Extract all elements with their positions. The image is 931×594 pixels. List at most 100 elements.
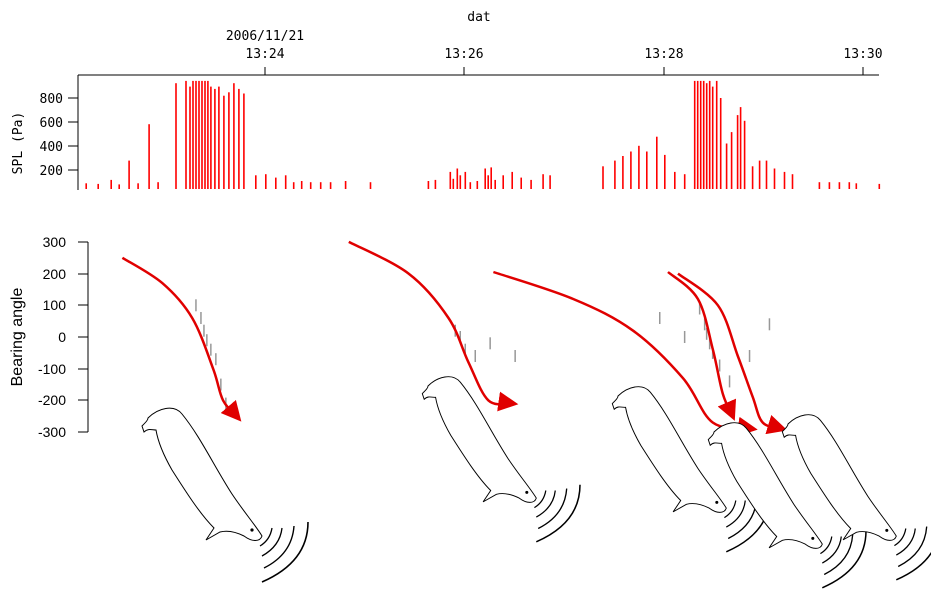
spl-bar: [464, 171, 467, 189]
spl-bar: [434, 179, 437, 189]
spl-bar: [664, 154, 666, 189]
spl-bar: [693, 80, 696, 189]
bearing-track-arrow: [121, 256, 242, 422]
spl-bar: [730, 132, 733, 189]
spl-bar: [85, 183, 87, 189]
spl-bar: [233, 83, 235, 189]
spl-bar: [175, 83, 177, 189]
spl-bar: [110, 179, 112, 189]
click-mark: [768, 318, 771, 331]
spl-bar: [319, 182, 322, 189]
spl-bar: [228, 92, 230, 189]
spl-bar: [683, 174, 686, 189]
spl-tick-800: 800: [40, 92, 63, 107]
spl-bar: [344, 181, 347, 189]
spl-bar: [711, 86, 714, 189]
spl-bar: [329, 182, 332, 189]
click-mark: [215, 353, 217, 366]
spl-tick-400: 400: [40, 140, 63, 155]
spl-bar: [736, 115, 739, 189]
spl-bar: [128, 160, 130, 189]
click-mark: [474, 350, 476, 362]
click-mark: [659, 312, 661, 324]
spl-bar: [210, 86, 212, 189]
spl-bar: [622, 156, 624, 189]
spl-bar: [878, 183, 881, 189]
spl-bar: [204, 80, 206, 189]
spl-bar: [848, 182, 851, 189]
spl-bar: [674, 171, 676, 189]
click-mark: [683, 331, 686, 343]
spl-bar: [614, 160, 616, 189]
spl-bar: [452, 178, 455, 189]
spl-bar: [549, 175, 551, 189]
bearing-tracks: [121, 240, 788, 437]
bearing-track-arrow: [492, 270, 758, 437]
spl-bar: [487, 175, 489, 189]
spl-bar: [243, 93, 245, 189]
spl-bar: [309, 182, 312, 189]
bearing-tick-minus300: -300: [38, 424, 66, 440]
spl-bars: [85, 80, 881, 190]
spl-bar: [198, 80, 200, 189]
spl-tick-600: 600: [40, 116, 63, 131]
spl-bar: [838, 182, 841, 189]
bearing-track-arrow: [667, 271, 737, 421]
click-mark: [698, 302, 701, 315]
spl-bar: [284, 175, 287, 189]
spl-bar: [765, 160, 768, 189]
bearing-y-ticks: [78, 241, 88, 433]
spl-bar: [696, 80, 699, 189]
bearing-tick-minus200: -200: [38, 392, 66, 408]
spl-y-label: SPL (Pa): [11, 112, 26, 175]
spl-bar: [646, 151, 648, 189]
click-mark: [514, 350, 516, 362]
spl-bar: [494, 179, 496, 189]
click-mark: [718, 359, 721, 372]
spl-bar: [218, 86, 220, 189]
spl-y-ticks: [68, 97, 78, 171]
spl-bar: [630, 151, 632, 189]
spl-bar: [207, 80, 209, 189]
spl-tick-200: 200: [40, 164, 63, 179]
spl-bar: [715, 80, 718, 189]
spl-bar: [602, 166, 604, 190]
spl-bar: [719, 98, 722, 189]
spl-bar: [490, 167, 492, 189]
spl-bar: [758, 160, 761, 189]
bearing-tick-100: 100: [43, 297, 67, 313]
spl-bar: [118, 184, 120, 189]
time-tick-label-1326: 13:26: [444, 47, 483, 62]
spl-bar: [459, 175, 462, 189]
porpoise-icon: [781, 413, 931, 581]
click-mark: [459, 331, 461, 343]
spl-bar: [157, 182, 159, 189]
spl-bar: [265, 174, 267, 189]
porpoise-icon: [421, 375, 581, 543]
spl-bar: [783, 171, 786, 189]
click-mark: [708, 337, 711, 350]
click-mark: [464, 343, 466, 356]
click-mark: [748, 350, 751, 362]
spl-bar: [369, 182, 372, 189]
spl-bar: [708, 80, 711, 189]
spl-bar: [255, 175, 257, 189]
spl-bar: [189, 86, 191, 189]
spl-bar: [702, 80, 705, 189]
click-mark: [220, 378, 222, 391]
bearing-track-arrow: [348, 240, 519, 412]
time-tick-label-1324: 13:24: [245, 47, 284, 62]
click-mark: [210, 343, 212, 356]
click-mark: [200, 312, 202, 324]
spl-bar: [223, 95, 225, 189]
time-tick-label-1328: 13:28: [644, 47, 683, 62]
spl-bar: [705, 83, 708, 189]
porpoise-icon: [141, 407, 309, 583]
spl-bar: [725, 143, 728, 189]
spl-bar: [743, 120, 746, 190]
spl-bar: [137, 183, 139, 189]
click-mark: [728, 375, 731, 388]
spl-bar: [751, 166, 754, 190]
spl-bar: [427, 181, 430, 189]
spl-bar: [185, 80, 187, 189]
